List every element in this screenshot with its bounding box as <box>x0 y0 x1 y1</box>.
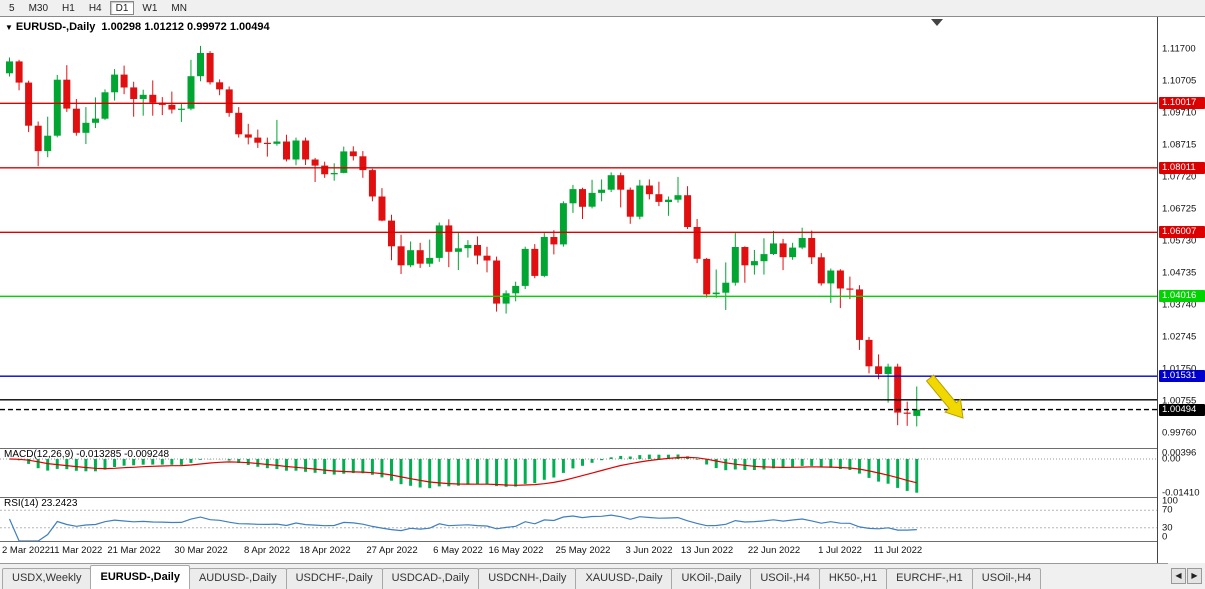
date-axis-label: 13 Jun 2022 <box>680 545 734 556</box>
chart-tab-eurusd-daily[interactable]: EURUSD-,Daily <box>90 565 190 589</box>
date-axis-label: 1 Jul 2022 <box>818 545 862 556</box>
panel-separator <box>0 541 1205 542</box>
price-axis-label: 1.03740 <box>1162 299 1197 311</box>
date-axis-label: 25 May 2022 <box>555 545 611 556</box>
chart-tab-audusd-daily[interactable]: AUDUSD-,Daily <box>188 568 287 589</box>
chart-menu-icon[interactable]: ▼ <box>5 23 13 32</box>
yellow-down-arrow-annotation <box>925 374 964 419</box>
price-axis-label: 1.11700 <box>1162 43 1196 55</box>
current-price-tag: 1.00494 <box>1159 404 1205 416</box>
date-axis-label: 2 Mar 2022 <box>2 545 51 556</box>
date-axis-label: 18 Apr 2022 <box>299 545 351 556</box>
date-axis-label: 21 Mar 2022 <box>107 545 161 556</box>
chart-title: ▼ EURUSD-,Daily 1.00298 1.01212 0.99972 1.… <box>5 21 270 33</box>
timeframe-button-h1[interactable]: H1 <box>62 3 75 14</box>
date-axis-label: 11 Mar 2022 <box>49 545 103 556</box>
price-level-tag: 1.06007 <box>1159 226 1205 238</box>
price-axis-label: 1.00755 <box>1162 395 1197 407</box>
panel-separator[interactable] <box>0 448 1205 449</box>
tabs-scroll-right-icon[interactable]: ▶ <box>1187 568 1202 584</box>
price-axis-label: 1.07720 <box>1162 171 1197 183</box>
timeframe-button-mn[interactable]: MN <box>171 3 187 14</box>
date-axis-label: 27 Apr 2022 <box>366 545 418 556</box>
macd-label: MACD(12,26,9) -0.013285 -0.009248 <box>4 449 169 460</box>
tab-scroll-controls: ◀ ▶ <box>1168 563 1205 589</box>
price-chart-panel[interactable]: ▼ EURUSD-,Daily 1.00298 1.01212 0.99972 1.… <box>0 17 1157 448</box>
timeframe-toolbar: 5 M30 H1 H4 D1 W1 MN <box>0 0 1205 17</box>
timeframe-button-m30[interactable]: M30 <box>28 3 49 14</box>
date-axis-label: 6 May 2022 <box>433 545 483 556</box>
macd-plot <box>0 454 1157 493</box>
chart-window: ▼ EURUSD-,Daily 1.00298 1.01212 0.99972 1.… <box>0 17 1205 563</box>
date-axis-label: 11 Jul 2022 <box>873 545 923 556</box>
rsi-axis-label: 0 <box>1162 531 1168 543</box>
date-axis-label: 3 Jun 2022 <box>625 545 673 556</box>
price-axis-label: 1.10705 <box>1162 75 1197 87</box>
rsi-panel[interactable]: RSI(14) 23.2423 <box>0 497 1157 541</box>
rsi-indicator-value: 23.2423 <box>41 498 78 509</box>
chart-tab-usdcad-daily[interactable]: USDCAD-,Daily <box>381 568 480 589</box>
date-axis-label: 30 Mar 2022 <box>174 545 228 556</box>
price-axis-label: 1.01750 <box>1162 363 1197 375</box>
macd-panel[interactable]: MACD(12,26,9) -0.013285 -0.009248 <box>0 448 1157 497</box>
rsi-axis-label: 30 <box>1162 522 1173 534</box>
chart-tab-usdcnh-daily[interactable]: USDCNH-,Daily <box>478 568 577 589</box>
price-axis-label: 1.05730 <box>1162 235 1197 247</box>
rsi-axis-label: 70 <box>1162 504 1173 516</box>
candlestick-plot[interactable] <box>0 17 1157 448</box>
chart-tab-hk50-h1[interactable]: HK50-,H1 <box>818 568 888 589</box>
macd-indicator-name: MACD(12,26,9) <box>4 449 74 460</box>
rsi-label: RSI(14) 23.2423 <box>4 498 77 509</box>
date-axis[interactable]: 2 Mar 2022 11 Mar 2022 21 Mar 2022 30 Mar 2… <box>0 541 1157 563</box>
chart-symbol-label: EURUSD-,Daily <box>15 21 96 33</box>
price-level-tag: 1.04016 <box>1159 290 1205 302</box>
date-axis-label: 16 May 2022 <box>488 545 544 556</box>
price-level-tag: 1.10017 <box>1159 97 1205 109</box>
price-level-tag: 1.08011 <box>1159 162 1205 174</box>
macd-axis-label: 0.00396 <box>1162 447 1197 459</box>
chart-tab-usoil-h4[interactable]: USOil-,H4 <box>971 568 1042 589</box>
macd-indicator-values: -0.013285 -0.009248 <box>76 449 170 460</box>
chart-tab-usoil-h4[interactable]: USOil-,H4 <box>750 568 820 589</box>
timeframe-button-5[interactable]: 5 <box>9 3 15 14</box>
chart-tab-usdchf-daily[interactable]: USDCHF-,Daily <box>285 568 383 589</box>
rsi-plot <box>0 509 1157 541</box>
price-axis-label: 1.04735 <box>1162 267 1197 279</box>
price-axis-label: 1.06725 <box>1162 203 1197 215</box>
date-axis-label: 22 Jun 2022 <box>747 545 801 556</box>
macd-axis-label: 0.00 <box>1162 453 1181 465</box>
timeframe-button-w1[interactable]: W1 <box>142 3 158 14</box>
panel-separator[interactable] <box>0 497 1205 498</box>
chart-tab-ukoil-daily[interactable]: UKOil-,Daily <box>671 568 752 589</box>
price-axis-label: 1.09710 <box>1162 107 1197 119</box>
chart-tab-bar: USDX,Weekly EURUSD-,Daily AUDUSD-,Daily USD… <box>0 563 1205 589</box>
date-axis-label: 8 Apr 2022 <box>244 545 290 556</box>
tabs-scroll-left-icon[interactable]: ◀ <box>1171 568 1186 584</box>
timeframe-button-h4[interactable]: H4 <box>88 3 102 14</box>
price-axis[interactable]: 1.11700 1.10705 1.09710 1.08715 1.07720 1.067… <box>1157 17 1205 563</box>
price-level-tag: 1.01531 <box>1159 370 1205 382</box>
macd-axis-label: -0.01410 <box>1162 487 1200 499</box>
rsi-indicator-name: RSI(14) <box>4 498 39 509</box>
timeframe-button-d1[interactable]: D1 <box>109 1 135 15</box>
chart-shift-marker-icon <box>931 19 943 26</box>
price-axis-label: 1.08715 <box>1162 139 1197 151</box>
price-axis-label: 0.99760 <box>1162 427 1197 439</box>
rsi-axis-label: 100 <box>1162 495 1178 507</box>
chart-tab-eurchf-h1[interactable]: EURCHF-,H1 <box>886 568 973 589</box>
chart-tab-usdx-weekly[interactable]: USDX,Weekly <box>2 568 92 589</box>
chart-ohlc-values: 1.00298 1.01212 0.99972 1.00494 <box>101 21 270 33</box>
price-axis-label: 1.02745 <box>1162 331 1197 343</box>
chart-tab-xauusd-daily[interactable]: XAUUSD-,Daily <box>575 568 673 589</box>
